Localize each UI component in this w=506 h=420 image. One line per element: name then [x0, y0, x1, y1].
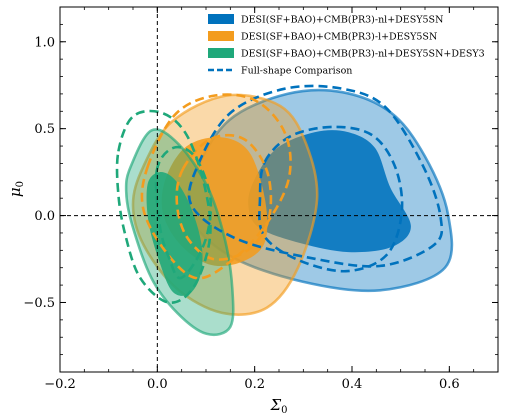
y-tick-label: 0.5: [34, 122, 55, 137]
x-tick-label: 0.4: [342, 377, 363, 392]
x-axis-label: Σ0: [270, 396, 288, 416]
legend-swatch: [208, 14, 234, 24]
y-tick-label: 0.0: [34, 209, 55, 224]
x-tick-label: 0.6: [439, 377, 460, 392]
axis-ticks: −0.2 0.0 0.2 0.4 0.6 −0.5 0.0 0.5 1.0: [23, 6, 499, 392]
legend-swatch: [208, 48, 234, 58]
x-tick-label: 0.0: [147, 377, 168, 392]
contour-layer: [115, 84, 454, 337]
contour-68-2: [146, 172, 203, 296]
legend-entry-label: DESI(SF+BAO)+CMB(PR3)-nl+DESY5SN: [241, 15, 443, 26]
dashed-contour-1: [187, 84, 444, 268]
dashed-contour-5: [115, 109, 212, 304]
y-tick-label: −0.5: [23, 296, 55, 311]
y-axis-label: μ0: [6, 181, 26, 197]
series-2: [124, 128, 235, 337]
dashed-contour-2: [175, 133, 273, 261]
legend-entry-label: Full-shape Comparison: [241, 66, 352, 77]
dashed-contour-0: [258, 125, 404, 273]
y-tick-label: 1.0: [34, 35, 55, 50]
legend: DESI(SF+BAO)+CMB(PR3)-nl+DESY5SN DESI(SF+…: [208, 14, 485, 77]
legend-swatch: [208, 31, 234, 41]
legend-entry-label: DESI(SF+BAO)+CMB(PR3)-l+DESY5SN: [241, 32, 437, 43]
dashed-contour-4: [154, 145, 213, 280]
x-tick-label: 0.2: [244, 377, 265, 392]
dashed-contour-3: [140, 93, 292, 280]
x-tick-label: −0.2: [44, 377, 76, 392]
reference-lines: [60, 7, 498, 372]
contour-68-0: [248, 130, 411, 253]
legend-entry-label: DESI(SF+BAO)+CMB(PR3)-nl+DESY5SN+DESY3: [241, 49, 485, 60]
